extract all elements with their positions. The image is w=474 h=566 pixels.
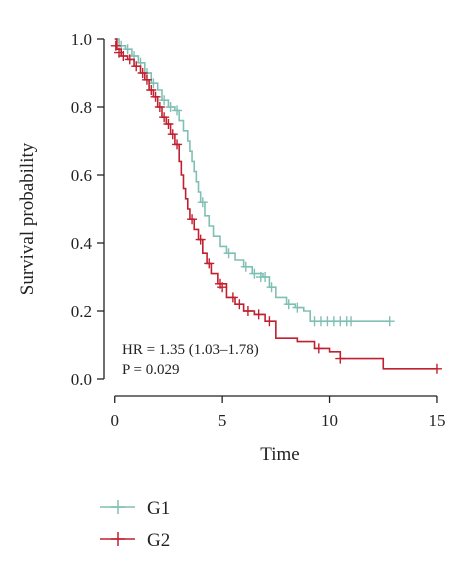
censor-mark bbox=[195, 234, 206, 245]
x-tick-label: 5 bbox=[218, 411, 227, 430]
censor-mark bbox=[335, 353, 346, 364]
legend-label-g1: G1 bbox=[147, 498, 170, 519]
censor-mark bbox=[172, 105, 183, 116]
censor-mark bbox=[253, 309, 264, 320]
y-ticks: 0.0 0.2 0.4 0.6 0.8 1.0 bbox=[71, 30, 104, 389]
y-tick-label: 0.2 bbox=[71, 302, 92, 321]
censor-mark bbox=[131, 61, 142, 72]
x-tick-label: 15 bbox=[428, 411, 445, 430]
censor-mark bbox=[118, 51, 129, 61]
censor-mark bbox=[165, 102, 176, 112]
y-tick-label: 0.6 bbox=[71, 166, 92, 185]
legend-label-g2: G2 bbox=[147, 530, 170, 551]
legend-marker-g1 bbox=[111, 500, 125, 514]
y-tick-label: 0.8 bbox=[71, 98, 92, 117]
censor-mark bbox=[163, 119, 174, 129]
y-tick-label: 0.4 bbox=[71, 234, 93, 253]
censor-mark bbox=[154, 102, 165, 112]
censor-mark bbox=[260, 272, 271, 282]
censor-mark bbox=[172, 139, 183, 150]
censor-mark bbox=[137, 68, 148, 78]
censor-mark bbox=[197, 197, 208, 208]
censor-mark bbox=[124, 54, 135, 65]
censor-mark bbox=[141, 74, 152, 85]
censor-mark bbox=[150, 91, 161, 102]
censor-mark bbox=[204, 258, 215, 269]
censor-mark bbox=[167, 129, 178, 140]
censor-mark bbox=[249, 268, 260, 279]
censor-mark bbox=[223, 248, 234, 259]
series-layer bbox=[110, 38, 442, 374]
censor-mark bbox=[146, 85, 157, 95]
censor-mark bbox=[384, 316, 395, 327]
y-tick-label: 1.0 bbox=[71, 30, 92, 49]
y-tick-label: 0.0 bbox=[71, 370, 92, 389]
x-ticks: 0 5 10 15 bbox=[110, 396, 445, 430]
axes: 0.0 0.2 0.4 0.6 0.8 1.0 0 5 10 15 bbox=[71, 30, 446, 430]
censor-mark bbox=[122, 44, 133, 55]
censor-mark bbox=[110, 40, 121, 51]
x-tick-label: 0 bbox=[110, 411, 119, 430]
censor-mark bbox=[148, 78, 159, 89]
censor-mark bbox=[217, 282, 228, 293]
survival-curve-g2 bbox=[114, 38, 437, 370]
censor-mark bbox=[234, 299, 245, 310]
series-g1 bbox=[114, 38, 395, 327]
censor-mark bbox=[240, 261, 251, 272]
censor-mark bbox=[242, 306, 253, 316]
x-tick-label: 10 bbox=[321, 411, 338, 430]
censor-mark bbox=[159, 95, 170, 106]
y-axis-label: Survival probability bbox=[17, 142, 38, 295]
p-value-annotation: P = 0.029 bbox=[122, 362, 180, 378]
censor-mark bbox=[346, 316, 357, 327]
censor-mark bbox=[431, 363, 442, 374]
censor-mark bbox=[292, 302, 303, 313]
censor-mark bbox=[159, 112, 170, 123]
censor-mark bbox=[266, 282, 277, 293]
censor-mark bbox=[313, 343, 324, 354]
hr-annotation: HR = 1.35 (1.03–1.78) bbox=[122, 342, 259, 358]
censor-mark bbox=[264, 316, 275, 327]
censor-mark bbox=[227, 292, 238, 303]
legend: G1 G2 bbox=[100, 498, 170, 551]
survival-curve-g1 bbox=[114, 38, 390, 322]
legend-marker-g2 bbox=[111, 532, 125, 546]
censor-mark bbox=[283, 299, 294, 310]
series-g2 bbox=[110, 38, 442, 374]
x-axis-label: Time bbox=[260, 444, 299, 465]
censor-mark bbox=[187, 214, 198, 225]
